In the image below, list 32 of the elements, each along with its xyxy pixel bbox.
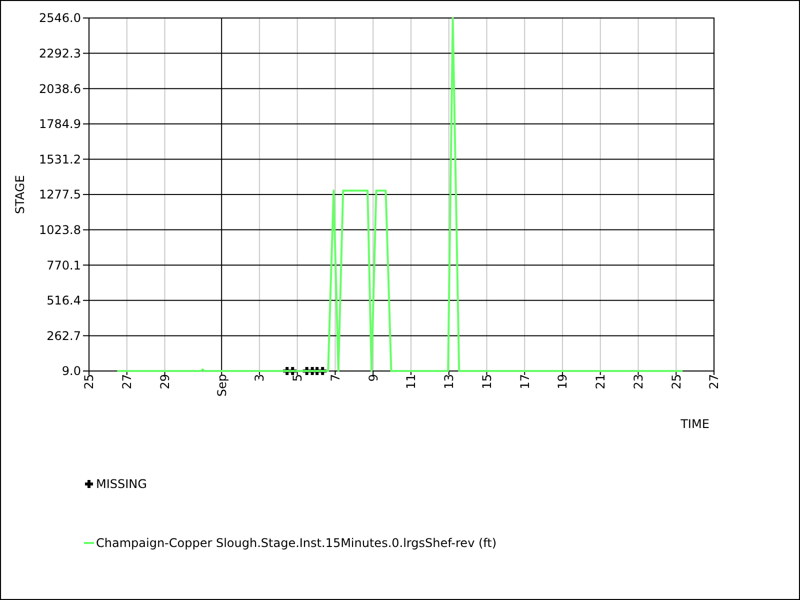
x-tick-label: 5: [290, 374, 305, 382]
x-tick-label: 15: [480, 374, 494, 390]
x-tick-label: 27: [120, 374, 134, 390]
legend-label: MISSING: [96, 477, 147, 492]
x-tick-label: 25: [669, 374, 684, 390]
y-tick-label: 2292.3: [39, 46, 81, 60]
x-tick-label: 25: [82, 374, 96, 390]
x-axis-title: TIME: [680, 417, 710, 431]
y-tick-label: 1531.2: [39, 152, 81, 166]
y-tick-label: 2546.0: [39, 11, 81, 26]
y-tick-label: 516.4: [46, 294, 81, 308]
x-tick-label: Sep: [214, 374, 229, 397]
legend-label: Champaign-Copper Slough.Stage.Inst.15Minutes.0.lrgsShef-rev (ft): [96, 536, 497, 550]
x-tick-label: 19: [556, 374, 570, 390]
x-tick-label: 23: [631, 374, 646, 390]
x-tick-label: 13: [442, 374, 456, 390]
y-tick-label: 1023.8: [39, 223, 81, 237]
y-tick-label: 2038.6: [39, 82, 81, 96]
x-tick-label: 3: [252, 374, 267, 382]
y-tick-label: 1277.5: [39, 188, 81, 202]
y-axis-title: STAGE: [13, 175, 27, 214]
y-tick-label: 770.1: [46, 258, 81, 272]
y-tick-label: 9.0: [62, 364, 81, 378]
x-tick-label: 17: [518, 374, 532, 390]
x-tick-label: 11: [404, 374, 418, 390]
y-tick-label: 262.7: [46, 328, 81, 343]
x-tick-label: 27: [707, 374, 722, 390]
x-tick-label: 21: [594, 374, 608, 390]
x-tick-label: 9: [366, 374, 380, 382]
x-tick-label: 29: [158, 374, 172, 390]
y-tick-label: 1784.9: [39, 117, 81, 132]
x-tick-label: 7: [328, 374, 342, 382]
